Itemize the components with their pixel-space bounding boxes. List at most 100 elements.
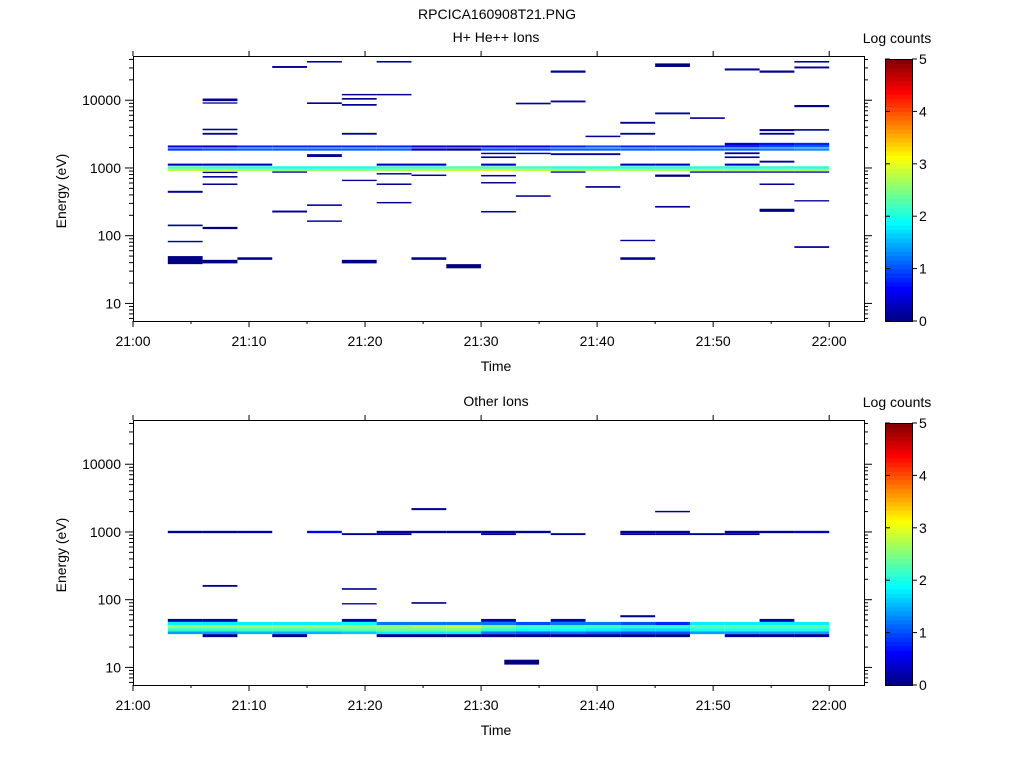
colorbar-segment: [885, 281, 912, 287]
x-tick-label: 22:00: [812, 697, 847, 713]
heatmap-cell: [272, 628, 308, 632]
colorbar-segment: [885, 198, 912, 204]
heatmap-cell: [585, 186, 621, 188]
heatmap-cell: [481, 152, 516, 155]
heatmap-cell: [307, 102, 342, 104]
colorbar-segment: [885, 632, 912, 638]
colorbar-segment: [885, 479, 912, 485]
colorbar-segment: [885, 242, 912, 248]
heatmap-cell: [620, 169, 656, 172]
x-tick-label: 21:30: [464, 697, 499, 713]
heatmap-cell: [481, 169, 516, 172]
colorbar-segment: [885, 667, 912, 673]
heatmap-cell: [689, 166, 725, 169]
heatmap-cell: [307, 145, 342, 148]
heatmap-cell: [794, 625, 830, 629]
colorbar-tick-label: 4: [919, 467, 927, 483]
colorbar-segment: [885, 593, 912, 599]
colorbar-frame: [885, 59, 913, 322]
colorbar-frame: [885, 423, 913, 686]
colorbar-segment: [885, 220, 912, 226]
heatmap-cell: [620, 625, 656, 629]
spectrogram-panel: H+ He++ Ions 21:00 21:10 21:20 21:30 21:40 21:…: [53, 29, 931, 374]
colorbar-segment: [885, 141, 912, 147]
heatmap-cell: [585, 169, 621, 172]
heatmap-cell: [655, 174, 690, 177]
heatmap-cell: [376, 166, 412, 169]
heatmap-cell: [550, 625, 586, 629]
colorbar-segment: [885, 641, 912, 647]
heatmap-cell: [202, 584, 238, 587]
heatmap-cell: [237, 631, 273, 635]
heatmap-cell: [689, 169, 725, 172]
heatmap-cell: [446, 628, 482, 632]
heatmap-cell: [759, 169, 795, 172]
heatmap-cell: [167, 240, 203, 243]
heatmap-cell: [550, 171, 586, 173]
heatmap-cell: [272, 171, 308, 173]
heatmap-cell: [202, 163, 238, 166]
panel-title: Other Ions: [463, 393, 528, 409]
colorbar-segment: [885, 111, 912, 117]
heatmap-cell: [411, 530, 447, 534]
heatmap-cell: [794, 105, 830, 108]
heatmap-cell: [376, 173, 412, 175]
colorbar-segment: [885, 514, 912, 520]
heatmap-cell: [202, 128, 238, 131]
heatmap-cell: [411, 631, 447, 635]
heatmap-cell: [689, 148, 725, 151]
heatmap-cell: [689, 628, 725, 632]
y-tick-label: 10000: [82, 456, 121, 472]
heatmap-cell: [794, 142, 830, 146]
heatmap-cell: [724, 171, 760, 173]
y-tick-label: 10: [105, 659, 121, 675]
x-axis-label: Time: [481, 358, 512, 374]
colorbar-segment: [885, 163, 912, 169]
heatmap-cell: [481, 156, 516, 159]
colorbar-tick-label: 0: [919, 313, 927, 329]
colorbar-segment: [885, 150, 912, 156]
heatmap-cell: [411, 145, 447, 148]
colorbar-segment: [885, 619, 912, 625]
colorbar-segment: [885, 207, 912, 213]
heatmap-cell: [481, 631, 516, 635]
colorbar-segment: [885, 549, 912, 555]
heatmap-cell: [307, 530, 342, 534]
heatmap-cell: [550, 145, 586, 148]
colorbar-tick-label: 2: [919, 208, 927, 224]
heatmap-cell: [794, 171, 830, 173]
heatmap-cell: [446, 621, 482, 626]
heatmap-cell: [202, 145, 238, 148]
heatmap-cell: [550, 631, 586, 635]
heatmap-cell: [655, 169, 690, 172]
heatmap-cell: [620, 631, 656, 635]
colorbar-segment: [885, 76, 912, 82]
heatmap-cell: [376, 93, 412, 96]
heatmap-cell: [341, 148, 377, 151]
heatmap-cell: [515, 195, 551, 197]
heatmap-cell: [307, 621, 342, 626]
x-tick-label: 22:00: [812, 333, 847, 349]
heatmap-cell: [446, 169, 482, 172]
colorbar-segment: [885, 168, 912, 174]
x-tick-label: 21:40: [580, 697, 615, 713]
colorbar-segment: [885, 93, 912, 99]
colorbar-segment: [885, 290, 912, 296]
heatmap-cell: [376, 148, 412, 151]
heatmap-cell: [167, 530, 203, 534]
colorbar-segment: [885, 471, 912, 476]
heatmap-cell: [202, 171, 238, 174]
colorbar-segment: [885, 203, 912, 209]
x-tick-label: 21:20: [348, 333, 383, 349]
heatmap-cell: [655, 625, 690, 629]
heatmap-cell: [411, 169, 447, 172]
colorbar-segment: [885, 277, 912, 283]
heatmap-cell: [481, 163, 516, 166]
heatmap-cell: [202, 183, 238, 186]
colorbar-segment: [885, 671, 912, 677]
colorbar-segment: [885, 650, 912, 656]
heatmap-cell: [550, 628, 586, 632]
heatmap-cell: [724, 156, 760, 159]
heatmap-cell: [202, 98, 238, 102]
